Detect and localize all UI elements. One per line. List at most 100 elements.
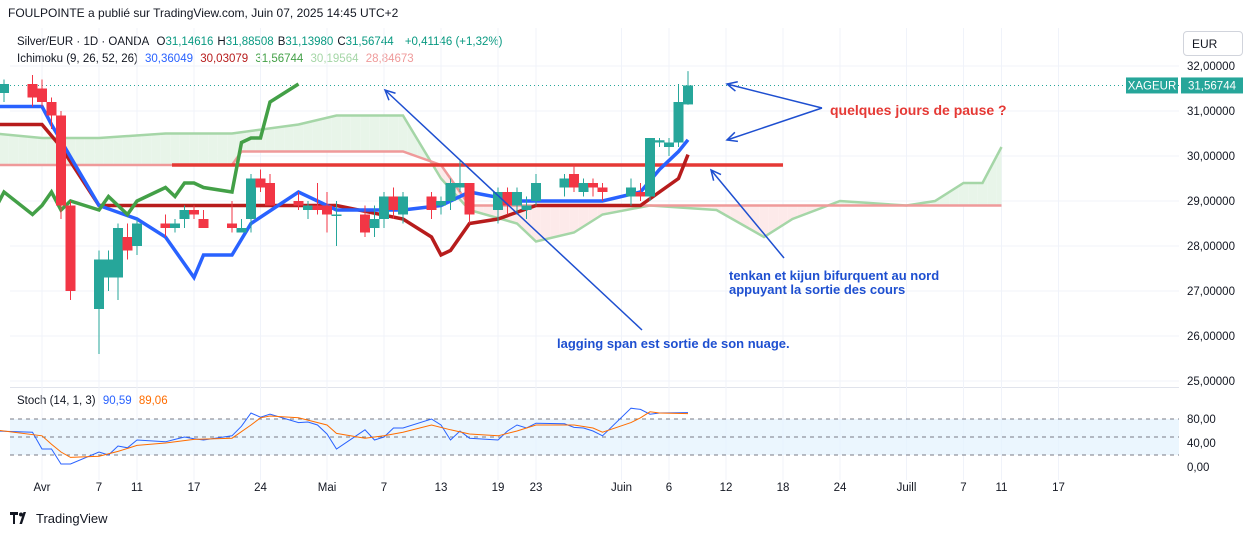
candle[interactable]: [426, 192, 437, 219]
candle[interactable]: [635, 183, 646, 201]
x-tick-label: 6: [666, 482, 672, 494]
candle[interactable]: [331, 201, 342, 246]
candle[interactable]: [132, 219, 142, 255]
candle[interactable]: [103, 250, 114, 292]
candle[interactable]: [113, 223, 123, 301]
cloud-segment: [255, 129, 261, 152]
cloud-segment: [735, 205, 741, 224]
candle[interactable]: [673, 84, 684, 147]
cloud-segment: [977, 183, 983, 206]
cloud-segment: [146, 134, 152, 165]
candle[interactable]: [246, 174, 256, 233]
cloud-segment: [403, 115, 408, 154]
cloud-segment: [783, 205, 788, 225]
candle[interactable]: [198, 210, 209, 228]
candle[interactable]: [369, 205, 380, 238]
candle[interactable]: [654, 138, 665, 147]
x-tick-label: 24: [834, 482, 847, 494]
cloud-segment: [483, 205, 489, 216]
candle[interactable]: [445, 178, 456, 211]
candle[interactable]: [303, 201, 313, 219]
candle[interactable]: [37, 79, 47, 107]
candle[interactable]: [312, 183, 323, 215]
candle[interactable]: [578, 178, 589, 197]
cloud-segment: [559, 205, 565, 236]
candle[interactable]: [398, 192, 408, 224]
cloud-segment: [51, 138, 57, 165]
senkou-span-a-line: [0, 114, 1003, 243]
stoch-tick-label: 40,00: [1187, 438, 1216, 450]
currency-button[interactable]: EUR: [1183, 31, 1243, 56]
candle[interactable]: [436, 196, 446, 215]
x-tick-label: 18: [777, 482, 790, 494]
candle[interactable]: [502, 187, 513, 215]
cloud-segment: [265, 128, 270, 152]
symbol-tag-label: XAGEUR: [1128, 80, 1177, 92]
symbol-tag: [1126, 77, 1178, 94]
candle[interactable]: [664, 138, 674, 156]
candle-body: [521, 205, 532, 210]
candle-body: [0, 84, 9, 93]
candle-body: [236, 228, 247, 233]
candle[interactable]: [179, 205, 190, 229]
candle[interactable]: [65, 201, 76, 300]
candle[interactable]: [360, 205, 370, 238]
candle[interactable]: [94, 250, 104, 355]
stoch-title[interactable]: Stoch (14, 1, 3): [17, 395, 96, 407]
lagging-arrow: [383, 88, 643, 331]
candle[interactable]: [0, 79, 9, 103]
candle-body: [398, 196, 408, 215]
candle[interactable]: [160, 214, 171, 238]
candle[interactable]: [56, 111, 66, 219]
ichimoku-cloud: [0, 115, 1002, 242]
candle[interactable]: [170, 219, 180, 233]
candle[interactable]: [464, 183, 475, 224]
candle[interactable]: [559, 174, 570, 197]
candle[interactable]: [521, 196, 532, 220]
tradingview-footer[interactable]: TradingView: [10, 511, 108, 526]
cloud-segment: [602, 205, 608, 215]
tenkan-kijun-arrow-shaft: [710, 169, 785, 259]
candle[interactable]: [189, 205, 199, 220]
cloud-segment: [327, 116, 332, 152]
candle[interactable]: [388, 187, 399, 220]
candle[interactable]: [122, 223, 133, 260]
cloud-segment: [778, 205, 783, 228]
cloud-segment: [80, 138, 85, 165]
candle[interactable]: [255, 169, 266, 193]
cloud-segment: [365, 115, 370, 152]
cloud-segment: [797, 205, 802, 218]
candle[interactable]: [379, 192, 389, 228]
candle[interactable]: [27, 75, 38, 107]
candle[interactable]: [455, 160, 465, 193]
candle[interactable]: [626, 178, 636, 206]
symbol-name[interactable]: Silver/EUR · 1D · OANDA: [17, 36, 150, 48]
candle[interactable]: [322, 192, 332, 233]
cloud-segment: [360, 115, 365, 152]
candle[interactable]: [265, 174, 275, 206]
candle[interactable]: [531, 174, 541, 206]
candle[interactable]: [236, 219, 247, 233]
chikou-line: [0, 82, 300, 218]
candle[interactable]: [683, 71, 693, 105]
candle[interactable]: [493, 187, 503, 224]
candle[interactable]: [569, 165, 579, 192]
cloud-segment: [992, 156, 997, 206]
pause-arrow-top-shaft: [726, 83, 823, 109]
cloud-segment: [27, 136, 33, 165]
cloud-segment: [137, 135, 142, 165]
ichimoku-title[interactable]: Ichimoku (9, 26, 52, 26): [17, 53, 138, 65]
candle[interactable]: [597, 183, 608, 201]
candle[interactable]: [46, 97, 57, 130]
publish-header: FOULPOINTE a publié sur TradingView.com,…: [8, 6, 399, 20]
candle[interactable]: [293, 192, 304, 210]
candle[interactable]: [588, 178, 598, 197]
candle[interactable]: [512, 187, 522, 215]
cloud-segment: [958, 183, 964, 206]
candle[interactable]: [645, 138, 655, 201]
pause-arrow-top: [725, 81, 823, 109]
candle[interactable]: [227, 201, 237, 233]
cloud-segment: [298, 123, 304, 152]
cloud-segment: [398, 115, 403, 152]
